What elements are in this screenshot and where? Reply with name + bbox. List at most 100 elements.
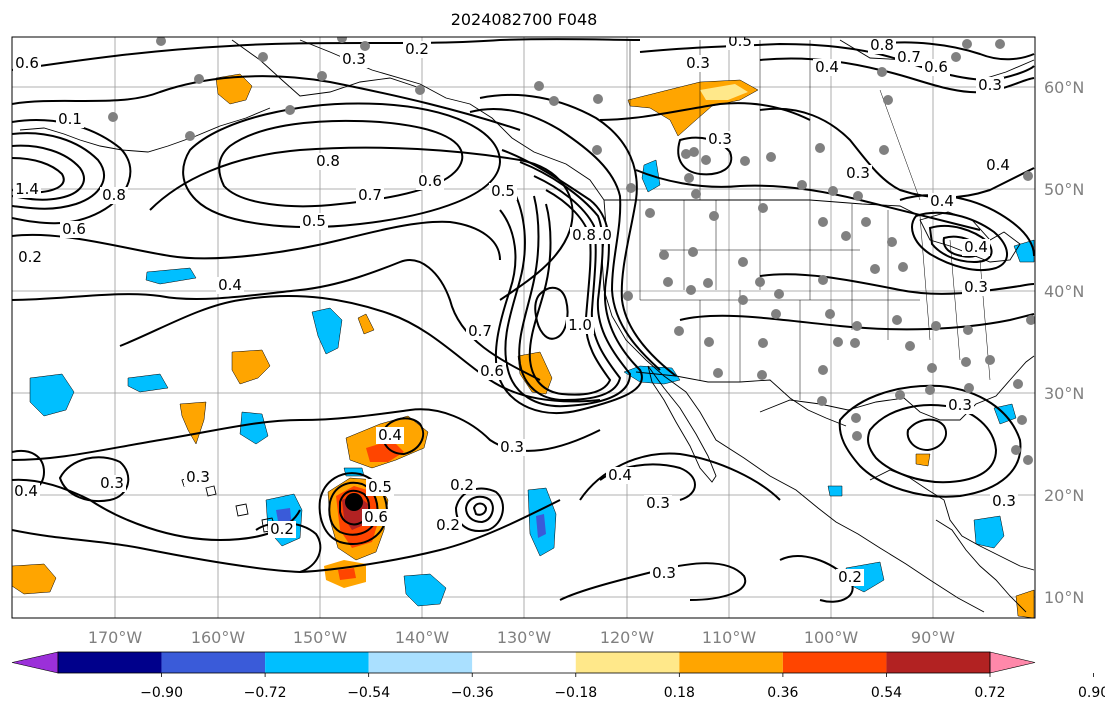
longitude-label: 90°W (911, 628, 955, 647)
colorbar-tick-labels: −0.90 −0.72 −0.54 −0.36 −0.18 0.18 0.36 0.54 0.7… (140, 673, 1105, 701)
blue-patch (29, 373, 75, 417)
contour-label: 0.7 (468, 322, 492, 340)
contour-label-bg (12, 483, 40, 500)
contour-label: 0.8 (572, 226, 596, 244)
station-dot (852, 431, 862, 441)
us-mexico-border (635, 371, 847, 427)
contour-label: 0.5 (368, 478, 392, 496)
contour-label: 0.5 (302, 212, 326, 230)
contour-label-bg (984, 157, 1012, 174)
station-dot (593, 94, 603, 104)
station-dot (337, 37, 347, 43)
shaded-anomaly-patches (12, 73, 1035, 618)
colorbar-tick-label: −0.90 (140, 685, 183, 701)
station-dot (1011, 445, 1021, 455)
contour-label-bg (644, 495, 672, 512)
contour-label: 0.2 (270, 520, 294, 538)
contour-label: 0.4 (964, 238, 988, 256)
station-dot (684, 173, 694, 183)
station-dot (258, 52, 268, 62)
colorbar-swatch (161, 652, 266, 673)
station-dot (360, 41, 370, 51)
contour-label-bg (868, 37, 896, 54)
contour-label-bg (403, 41, 431, 58)
station-dot (774, 289, 784, 299)
latitude-label: 30°N (1044, 384, 1084, 403)
latitude-label: 20°N (1044, 486, 1084, 505)
station-dot (879, 145, 889, 155)
contour-line (12, 220, 501, 261)
station-dot (818, 275, 828, 285)
contour-label-bg (962, 239, 990, 256)
canada-us-border (604, 199, 921, 217)
station-dot (931, 321, 941, 331)
contour-line (534, 286, 569, 340)
alaska-coast (231, 39, 421, 97)
colorbar-swatch (575, 652, 680, 673)
station-dot (738, 257, 748, 267)
map-frame (11, 36, 1036, 619)
contour-label-bg (706, 131, 734, 148)
station-dot (853, 191, 863, 201)
station-dot (927, 363, 937, 373)
colorbar (11, 651, 1036, 674)
station-dot (825, 309, 835, 319)
contour-label-bg (268, 521, 296, 538)
contour-label: 0.8 (102, 186, 126, 204)
contour-line (12, 132, 105, 210)
contour-line (599, 102, 811, 121)
contour-label-bg (726, 37, 754, 50)
blue-patch (973, 515, 1005, 549)
cyclone-center-marker (345, 493, 363, 511)
contour-label: 0.4 (378, 426, 402, 444)
red-patch (366, 440, 404, 462)
contour-label-bg (922, 59, 950, 76)
station-dot (925, 385, 935, 395)
contour-label: 0.4 (986, 156, 1010, 174)
contour-label: 0.6 (62, 220, 86, 238)
station-dot (818, 217, 828, 227)
station-dot (964, 383, 974, 393)
contour-label-bg (216, 277, 244, 294)
latitude-label: 60°N (1044, 78, 1084, 97)
contour-label-bg (895, 49, 923, 66)
blue-patch (127, 373, 169, 393)
station-dot (534, 81, 544, 91)
contour-label: 1.4 (15, 180, 39, 198)
colorbar-tick-label: 0.18 (664, 685, 695, 701)
contour-label-bg (356, 187, 384, 204)
station-dot (703, 278, 713, 288)
contour-label: 1.0 (568, 316, 592, 334)
contour-label-bg (684, 55, 712, 72)
central-america-coast (935, 519, 1027, 613)
contour-label-bg (376, 427, 404, 444)
contour-label-bg (962, 279, 990, 296)
contour-label: 0.3 (948, 396, 972, 414)
station-dot (755, 277, 765, 287)
station-dot (851, 413, 861, 423)
orange-patch (12, 563, 57, 595)
contour-line (58, 456, 130, 502)
colorbar-tick-label: 0.90 (1078, 685, 1105, 701)
orange-patch (231, 349, 271, 385)
contour-label: 0.2 (436, 516, 460, 534)
blue-patch (827, 485, 843, 497)
longitude-label: 170°W (88, 628, 143, 647)
station-dot (663, 277, 673, 287)
contour-lines (12, 38, 1035, 603)
contour-label: 0.3 (846, 164, 870, 182)
contour-label-bg (946, 397, 974, 414)
contour-line (149, 146, 574, 301)
contour-label: 0.2 (405, 40, 429, 58)
contour-label: 0.1 (58, 110, 82, 128)
station-dot (674, 326, 684, 336)
contour-label-bg (314, 153, 342, 170)
colorbar-tick-label: −0.72 (244, 685, 287, 701)
contour-line (469, 107, 661, 371)
contour-label-bg (928, 193, 956, 210)
station-dot (951, 52, 961, 62)
station-dot (185, 131, 195, 141)
station-dot (758, 338, 768, 348)
station-dot (898, 262, 908, 272)
contour-line (867, 404, 998, 484)
